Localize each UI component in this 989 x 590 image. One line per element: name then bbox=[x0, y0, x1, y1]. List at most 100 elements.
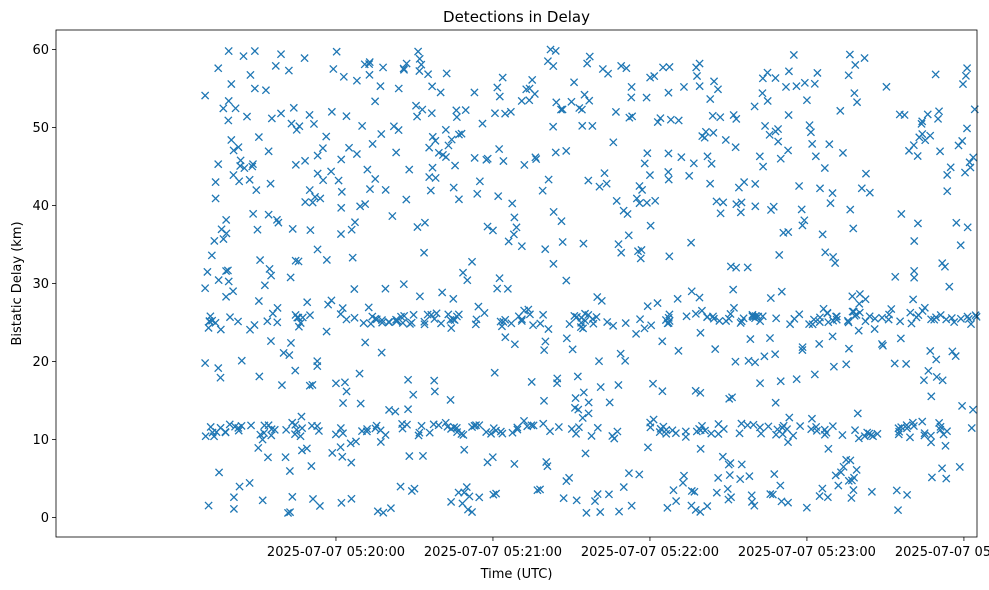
detection-point bbox=[789, 50, 798, 60]
detection-point bbox=[783, 498, 793, 507]
detection-point bbox=[539, 419, 548, 428]
detection-point bbox=[450, 161, 460, 170]
detection-point bbox=[771, 73, 780, 83]
detection-point bbox=[846, 205, 855, 214]
detection-point bbox=[363, 424, 372, 434]
detection-point bbox=[920, 431, 929, 440]
detection-point bbox=[449, 315, 458, 324]
detection-point bbox=[214, 64, 223, 73]
detection-point bbox=[721, 135, 730, 145]
detection-point bbox=[697, 306, 706, 315]
detection-point bbox=[848, 307, 857, 316]
detection-point bbox=[600, 169, 609, 178]
detection-point bbox=[452, 423, 461, 432]
detection-point bbox=[452, 106, 461, 115]
detection-point bbox=[783, 438, 793, 447]
detection-point bbox=[755, 379, 765, 388]
detection-point bbox=[306, 226, 315, 235]
detection-point bbox=[617, 61, 626, 70]
detection-point bbox=[836, 106, 845, 115]
detection-point bbox=[809, 315, 819, 324]
detection-point bbox=[377, 129, 386, 139]
detection-point bbox=[632, 194, 641, 203]
detection-point bbox=[288, 418, 297, 427]
detection-point bbox=[490, 368, 499, 377]
detection-point bbox=[428, 82, 437, 91]
detection-point bbox=[385, 405, 394, 414]
y-tick-label: 10 bbox=[32, 433, 49, 448]
detection-point bbox=[729, 110, 738, 120]
detection-point bbox=[860, 53, 869, 63]
detection-point bbox=[900, 110, 909, 120]
detection-point bbox=[415, 292, 424, 301]
detection-point bbox=[540, 346, 549, 355]
detection-point bbox=[567, 97, 576, 106]
x-tick-label: 2025-07-07 05:21:00 bbox=[424, 545, 562, 560]
detection-point bbox=[751, 179, 760, 188]
detection-point bbox=[747, 497, 757, 506]
detection-point bbox=[314, 426, 323, 436]
detection-point bbox=[402, 195, 411, 204]
detection-point bbox=[731, 143, 740, 152]
detection-point bbox=[212, 428, 221, 437]
detection-point bbox=[506, 107, 515, 116]
detection-point bbox=[347, 225, 356, 234]
detection-point bbox=[580, 309, 590, 318]
detection-point bbox=[743, 263, 752, 272]
detection-point bbox=[665, 252, 674, 261]
detection-point bbox=[750, 102, 759, 111]
detection-point bbox=[577, 105, 586, 114]
detection-point bbox=[288, 492, 297, 501]
detection-point bbox=[300, 54, 309, 63]
detection-point bbox=[692, 71, 702, 81]
detection-point bbox=[423, 310, 432, 319]
detection-point bbox=[480, 308, 489, 318]
detection-point bbox=[622, 64, 631, 73]
detection-point bbox=[549, 122, 558, 131]
detection-point bbox=[917, 119, 926, 128]
detection-point bbox=[449, 294, 458, 303]
detection-point bbox=[418, 105, 427, 114]
detection-point bbox=[789, 431, 798, 440]
detection-point bbox=[656, 114, 665, 123]
x-tick-label: 2025-07-07 05:23:00 bbox=[738, 545, 876, 560]
detection-point bbox=[726, 493, 736, 502]
detection-point bbox=[552, 379, 562, 388]
detection-point bbox=[848, 292, 857, 301]
detection-point bbox=[829, 362, 838, 371]
detection-point bbox=[958, 401, 967, 410]
detection-point bbox=[761, 121, 770, 130]
detection-point bbox=[352, 149, 361, 159]
detection-point bbox=[405, 452, 414, 461]
detection-point bbox=[952, 218, 961, 227]
detection-point bbox=[614, 380, 623, 390]
detection-point bbox=[296, 432, 305, 441]
detection-point bbox=[812, 422, 821, 432]
detection-point bbox=[665, 62, 674, 72]
detection-point bbox=[399, 64, 408, 73]
detection-point bbox=[902, 359, 911, 368]
detection-point bbox=[706, 179, 715, 188]
detection-point bbox=[539, 310, 548, 319]
detection-point bbox=[584, 398, 593, 407]
detection-point bbox=[361, 200, 370, 209]
detection-point bbox=[562, 276, 571, 285]
detection-point bbox=[870, 314, 880, 323]
detection-point bbox=[604, 69, 613, 78]
detection-point bbox=[785, 413, 794, 422]
detection-point bbox=[692, 63, 701, 72]
detection-point bbox=[850, 426, 860, 435]
detection-point bbox=[252, 186, 261, 195]
detection-point bbox=[413, 112, 422, 121]
detection-point bbox=[906, 308, 915, 317]
detection-point bbox=[229, 146, 238, 155]
detection-point bbox=[201, 359, 210, 368]
detection-point bbox=[852, 465, 861, 474]
detection-point bbox=[285, 351, 294, 360]
detection-point bbox=[496, 317, 505, 326]
detection-point bbox=[958, 80, 968, 89]
detection-point bbox=[932, 372, 941, 381]
detection-point bbox=[315, 501, 324, 511]
detection-point bbox=[227, 79, 236, 89]
x-axis-title: Time (UTC) bbox=[480, 567, 553, 582]
